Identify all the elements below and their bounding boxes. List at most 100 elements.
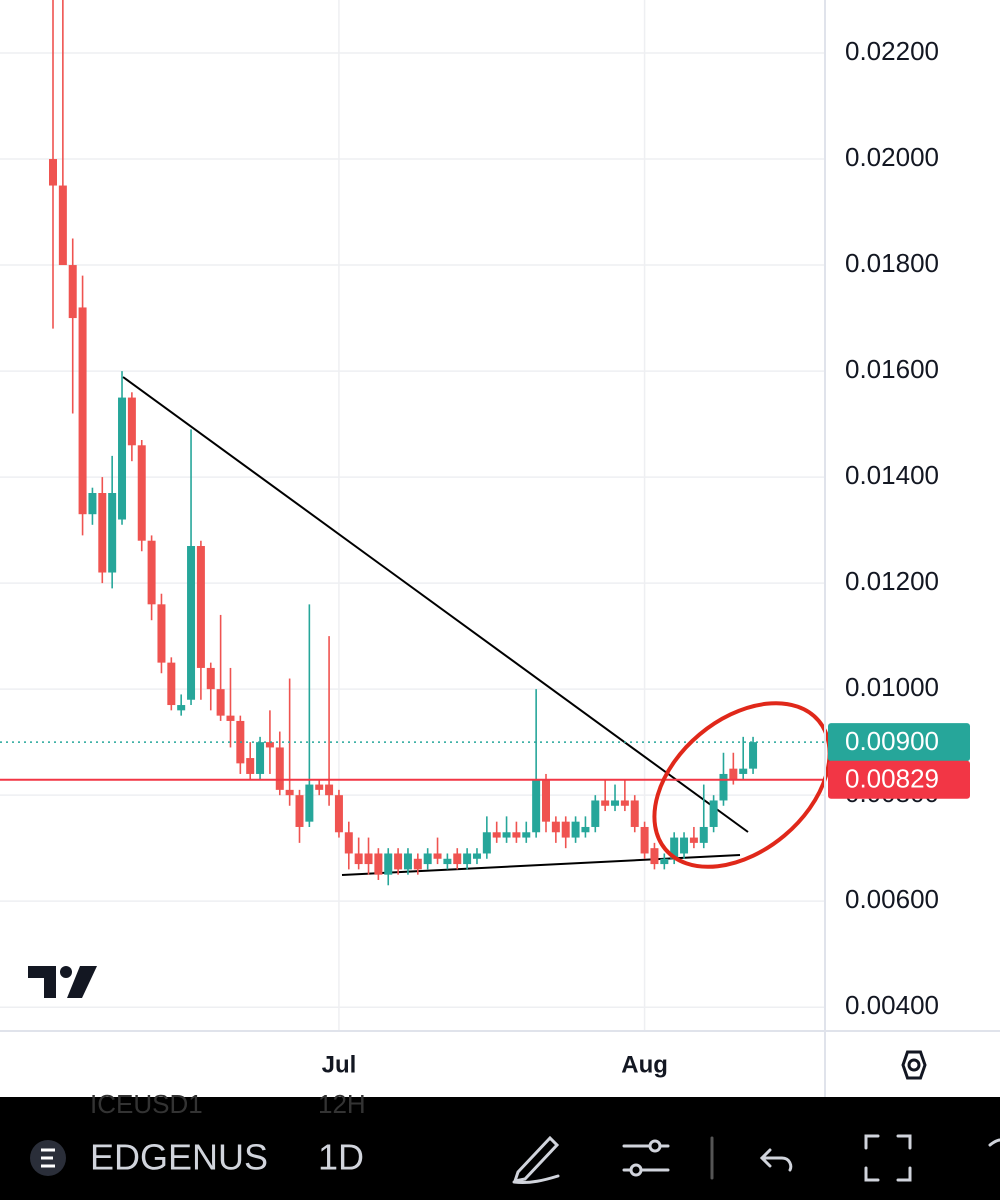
y-tick-label: 0.01200 (845, 566, 939, 596)
x-tick-label: Jul (322, 1051, 357, 1078)
toolbar (0, 1097, 1000, 1200)
candle-body (472, 853, 481, 859)
candle-body (49, 159, 57, 186)
candle-body (413, 858, 422, 870)
candle-body (334, 795, 343, 833)
candle-body (147, 540, 156, 605)
interval[interactable]: 1D (318, 1137, 364, 1178)
candle-body (275, 747, 284, 790)
candle-body (611, 800, 620, 806)
ghost-interval: 12H (318, 1089, 366, 1119)
candle-body (630, 800, 639, 827)
candle-body (670, 837, 679, 859)
highlight-ellipse (652, 701, 832, 869)
candle-body (325, 784, 334, 796)
candle-body (650, 848, 659, 865)
candle-body (206, 667, 215, 690)
candle-body (551, 821, 560, 833)
candle-body (344, 832, 353, 854)
candle-body (640, 826, 649, 854)
y-tick-label: 0.02000 (845, 142, 939, 172)
trend-line (122, 376, 749, 833)
candle-body (256, 742, 265, 774)
symbol[interactable]: EDGENUS (90, 1137, 268, 1178)
candle-body (601, 800, 610, 806)
y-tick-label: 0.01400 (845, 460, 939, 490)
candle-body (78, 307, 87, 515)
candle-body (453, 853, 462, 865)
logo (28, 966, 97, 998)
candle-body (394, 853, 403, 870)
price-label-box (828, 760, 970, 799)
candle-body (561, 821, 570, 838)
candle-body (719, 773, 728, 801)
symbol-icon-glyph (41, 1148, 55, 1168)
candle-body (374, 853, 383, 875)
candle-body (680, 837, 689, 854)
indicators-knob (629, 1163, 643, 1177)
settings-icon[interactable] (901, 1050, 927, 1080)
candle-body (660, 858, 669, 865)
candle-body (492, 832, 501, 838)
candle-body (512, 832, 521, 838)
candle-body (591, 800, 600, 827)
candle-body (423, 853, 432, 865)
draw-icon[interactable] (512, 1135, 560, 1184)
candle-body (620, 800, 629, 806)
candle-body (482, 832, 491, 854)
candle-body (571, 821, 580, 838)
ghost-symbol: ICEUSD1 (90, 1089, 203, 1119)
candle-body (226, 715, 235, 721)
candle-body (98, 493, 107, 573)
candle-body (265, 742, 274, 748)
candle-body (88, 493, 97, 515)
candle-body (364, 853, 373, 865)
candle-body (118, 397, 127, 520)
candle-body (68, 265, 77, 319)
candle-body (167, 662, 176, 706)
candle-body (443, 858, 452, 865)
candle-body (709, 800, 718, 827)
fullscreen-icon[interactable] (864, 1134, 912, 1182)
y-tick-label: 0.01000 (845, 672, 939, 702)
y-tick-label: 0.01600 (845, 354, 939, 384)
candle-body (127, 397, 136, 446)
price-label-box (828, 723, 970, 762)
candle-body (58, 185, 67, 266)
candle-body (285, 789, 294, 796)
y-tick-label: 0.00600 (845, 884, 939, 914)
y-tick-label: 0.02200 (845, 36, 939, 66)
candle-body (739, 768, 748, 774)
candle-body (729, 768, 738, 780)
candle-body (542, 779, 550, 822)
candle-body (196, 546, 205, 668)
y-tick-label: 0.00400 (845, 990, 939, 1020)
candle-body (749, 742, 758, 769)
candle-body (137, 445, 146, 541)
price-label: 0.00829 (845, 764, 939, 794)
candle-body (295, 795, 304, 827)
candle-body (177, 705, 186, 711)
candle-body (581, 826, 590, 833)
candle-body (502, 832, 511, 838)
undo-icon[interactable] (759, 1148, 793, 1172)
candle-body (315, 784, 324, 790)
candle-body (108, 493, 117, 573)
candle-body (354, 853, 363, 865)
candle-body (433, 853, 442, 859)
price-label: 0.00900 (845, 726, 939, 756)
candle-body (522, 832, 531, 838)
candle-body (305, 784, 314, 822)
candle-body (532, 779, 541, 833)
candle-body (699, 826, 708, 843)
candle-body (689, 837, 698, 843)
candle-body (384, 853, 393, 875)
candle-body (246, 758, 255, 774)
candle-body (157, 604, 166, 663)
candle-body (463, 853, 472, 865)
indicators-knob (648, 1139, 662, 1153)
x-tick-label: Aug (621, 1051, 668, 1078)
candle-body (187, 546, 196, 700)
candle-body (403, 853, 412, 870)
